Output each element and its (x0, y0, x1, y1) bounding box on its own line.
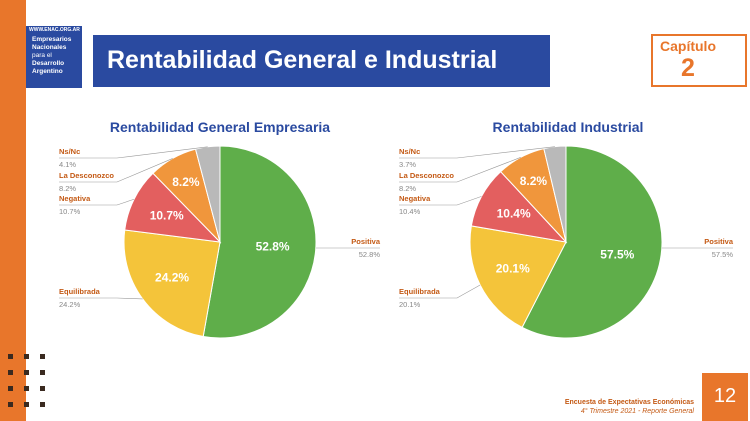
slice-value-label: 24.2% (155, 270, 189, 284)
chart-general: Rentabilidad General Empresaria 52.8% Posi… (59, 119, 381, 339)
leader-line (399, 284, 481, 299)
pie-slice-ns-nc (543, 145, 567, 243)
slice-value-label: 57.5% (600, 247, 634, 261)
slice-value-label: 8.2% (172, 175, 200, 189)
chart-industrial: Rentabilidad Industrial 57.5% Positiva 57.5… (399, 119, 734, 339)
outside-category-label: Positiva (704, 237, 734, 246)
logo-line-3: para el (32, 52, 52, 59)
outside-value-label: 52.8% (359, 250, 381, 259)
logo-line-1: Empresarios (32, 36, 72, 43)
outside-value-label: 20.1% (399, 300, 421, 309)
orange-sidebar (0, 0, 26, 421)
leader-line (59, 198, 135, 206)
outside-value-label: 8.2% (59, 184, 76, 193)
outside-value-label: 3.7% (399, 160, 416, 169)
leader-line (399, 146, 555, 159)
page-number-box (702, 373, 748, 421)
slice-value-label: 10.7% (150, 208, 184, 222)
chapter-number: 2 (681, 54, 695, 82)
dot-10 (24, 402, 29, 407)
outside-value-label: 8.2% (399, 184, 416, 193)
logo-line-4: Desarrollo (32, 60, 65, 67)
logo-url: WWW.ENAC.ORG.AR (29, 27, 80, 33)
logo-line-2: Nacionales (32, 44, 67, 51)
dot-8 (40, 386, 45, 391)
leader-line (59, 158, 173, 183)
outside-category-label: Negativa (399, 194, 431, 203)
pie-slice-equilibrada (123, 229, 221, 338)
pie-slice-positiva (521, 145, 663, 339)
dot-7 (24, 386, 29, 391)
page-title: Rentabilidad General e Industrial (107, 46, 498, 74)
outside-value-label: 10.4% (399, 207, 421, 216)
outside-category-label: Equilibrada (59, 287, 101, 296)
pie-slice-equilibrada (469, 225, 567, 329)
slice-value-label: 52.8% (256, 240, 290, 254)
leader-line (59, 146, 208, 159)
dot-4 (24, 370, 29, 375)
outside-value-label: 4.1% (59, 160, 76, 169)
footer-survey-title: Encuesta de Expectativas Económicas (564, 399, 694, 406)
pie-slice-positiva (202, 145, 317, 339)
dot-6 (8, 386, 13, 391)
outside-category-label: La Desconozco (59, 171, 114, 180)
dot-1 (24, 354, 29, 359)
outside-category-label: Ns/Nc (59, 147, 80, 156)
slice-value-label: 8.2% (520, 174, 548, 188)
logo-line-5: Argentino (32, 68, 63, 75)
outside-value-label: 57.5% (712, 250, 734, 259)
leader-line (399, 157, 521, 183)
dot-2 (40, 354, 45, 359)
chart-title: Rentabilidad Industrial (493, 119, 644, 135)
footer-survey-period: 4° Trimestre 2021 - Reporte General (580, 408, 694, 415)
page-number: 12 (713, 385, 737, 407)
dot-9 (8, 402, 13, 407)
outside-category-label: La Desconozco (399, 171, 454, 180)
chart-title: Rentabilidad General Empresaria (110, 119, 330, 135)
dot-3 (8, 370, 13, 375)
title-bar (93, 35, 550, 87)
chapter-label: Capítulo (660, 38, 716, 54)
outside-category-label: Negativa (59, 194, 91, 203)
dot-0 (8, 354, 13, 359)
slice-value-label: 20.1% (496, 262, 530, 276)
dot-5 (40, 370, 45, 375)
leader-line (399, 196, 482, 206)
outside-category-label: Equilibrada (399, 287, 441, 296)
dot-11 (40, 402, 45, 407)
leader-line (59, 297, 143, 300)
outside-category-label: Ns/Nc (399, 147, 420, 156)
outside-value-label: 10.7% (59, 207, 81, 216)
logo (26, 26, 82, 88)
outside-category-label: Positiva (351, 237, 381, 246)
chapter-box (651, 34, 747, 87)
outside-value-label: 24.2% (59, 300, 81, 309)
slice-value-label: 10.4% (497, 207, 531, 221)
